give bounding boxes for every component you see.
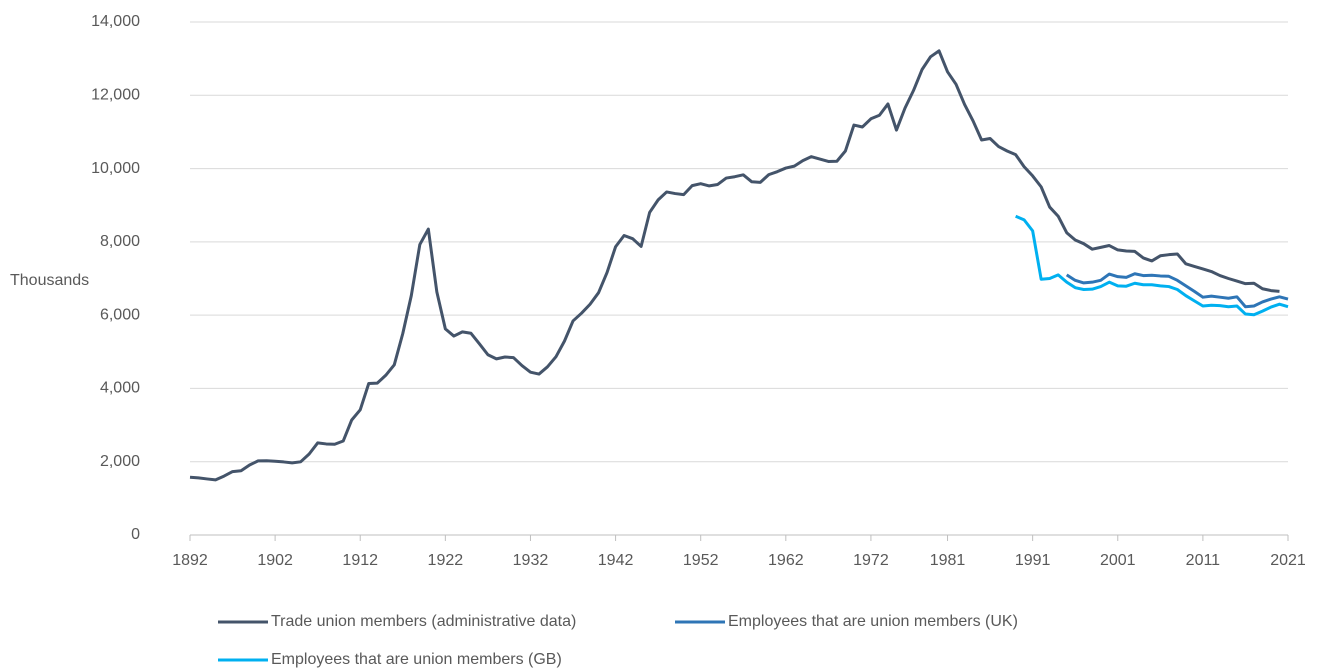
x-tick-label: 2011 xyxy=(1186,552,1221,569)
x-tick-label: 2021 xyxy=(1270,552,1306,569)
legend-label: Employees that are union members (GB) xyxy=(271,651,562,668)
legend-label: Trade union members (administrative data… xyxy=(271,613,576,630)
y-axis-label: Thousands xyxy=(10,272,89,289)
x-tick-label: 1942 xyxy=(598,552,634,569)
series-line xyxy=(1015,214,1289,317)
series-line xyxy=(189,49,1280,482)
x-tick-label: 1981 xyxy=(930,552,966,569)
x-tick-label: 1922 xyxy=(428,552,464,569)
series-line xyxy=(1065,272,1289,309)
x-tick-label: 1892 xyxy=(172,552,208,569)
x-tick-label: 1962 xyxy=(768,552,804,569)
y-tick-label: 2,000 xyxy=(100,453,140,470)
y-tick-label: 0 xyxy=(131,526,140,543)
x-tick-label: 2001 xyxy=(1100,552,1136,569)
y-tick-label: 8,000 xyxy=(100,233,140,250)
x-tick-label: 1902 xyxy=(257,552,293,569)
x-tick-label: 1952 xyxy=(683,552,719,569)
y-tick-label: 14,000 xyxy=(91,13,140,30)
legend-label: Employees that are union members (UK) xyxy=(728,613,1018,630)
y-tick-label: 4,000 xyxy=(100,380,140,397)
y-tick-label: 6,000 xyxy=(100,306,140,323)
y-tick-label: 12,000 xyxy=(91,87,140,104)
x-tick-label: 1932 xyxy=(513,552,549,569)
x-tick-label: 1991 xyxy=(1015,552,1051,569)
x-tick-label: 1972 xyxy=(853,552,889,569)
x-tick-label: 1912 xyxy=(342,552,378,569)
y-tick-label: 10,000 xyxy=(91,160,140,177)
